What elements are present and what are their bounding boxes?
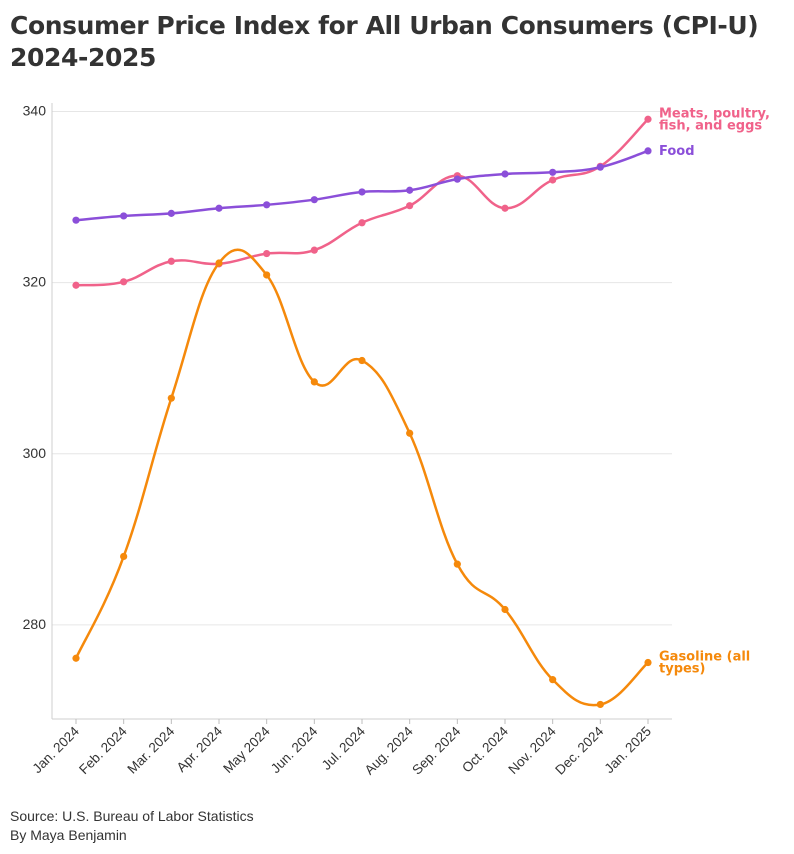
data-point-gasoline-all-types — [215, 259, 223, 267]
y-axis: 280 300 320 340 — [23, 103, 53, 719]
data-point-gasoline-all-types — [596, 700, 604, 709]
data-point-food — [358, 188, 366, 196]
data-point-meats-poultry-fish-and-eggs — [501, 204, 509, 212]
series-label-gasoline-all-types: Gasoline (all types) — [659, 650, 750, 677]
x-tick-label: Jul. 2024 — [319, 723, 369, 773]
series-labels: Meats, poultry, fish, and eggs Food Gasolin… — [659, 106, 770, 676]
x-tick-label: Nov. 2024 — [505, 723, 559, 777]
x-tick-label: Sep. 2024 — [409, 723, 463, 777]
data-point-meats-poultry-fish-and-eggs — [644, 115, 652, 123]
series-line-gasoline-all-types — [74, 248, 650, 707]
data-point-gasoline-all-types — [72, 654, 80, 662]
data-point-food — [596, 163, 604, 171]
y-tick-label: 280 — [23, 616, 47, 632]
x-tick-label: Aug. 2024 — [362, 723, 416, 777]
chart-title-line-1: Consumer Price Index for All Urban Consu… — [10, 11, 759, 40]
data-point-gasoline-all-types — [167, 394, 175, 402]
series-label-meats-poultry-fish-and-eggs: Meats, poultry, fish, and eggs — [659, 106, 770, 133]
x-tick-label: Feb. 2024 — [76, 723, 130, 777]
data-point-gasoline-all-types — [501, 605, 509, 614]
series-line-meats-poultry-fish-and-eggs — [74, 118, 650, 287]
x-tick-label: Mar. 2024 — [124, 723, 177, 776]
x-tick-label: Apr. 2024 — [174, 723, 226, 775]
x-tick-label: May 2024 — [220, 723, 273, 776]
data-point-meats-poultry-fish-and-eggs — [406, 202, 414, 210]
data-point-food — [406, 186, 414, 194]
data-point-meats-poultry-fish-and-eggs — [263, 249, 271, 258]
data-point-food — [120, 212, 128, 220]
series-label-line: Meats, poultry, — [659, 106, 770, 121]
data-point-food — [453, 175, 461, 183]
data-point-food — [263, 201, 271, 209]
data-point-food — [644, 147, 652, 155]
series-label-line: types) — [659, 662, 706, 677]
series-line-food — [74, 149, 650, 222]
series-group — [72, 115, 652, 709]
x-tick-label: Jun. 2024 — [268, 723, 321, 776]
series-label-food: Food — [659, 144, 695, 159]
data-point-gasoline-all-types — [644, 658, 652, 667]
y-tick-label: 340 — [23, 103, 47, 119]
series-gasoline-all-types — [72, 248, 652, 709]
y-tick-label: 320 — [23, 274, 47, 290]
data-point-food — [310, 196, 318, 204]
gridlines — [52, 111, 672, 626]
data-point-meats-poultry-fish-and-eggs — [72, 281, 80, 289]
data-point-food — [549, 168, 557, 176]
series-meats-poultry-fish-and-eggs — [72, 115, 652, 289]
source-note: Source: U.S. Bureau of Labor Statistics — [10, 808, 254, 824]
data-point-gasoline-all-types — [358, 356, 366, 365]
x-tick-label: Dec. 2024 — [552, 723, 606, 777]
data-point-meats-poultry-fish-and-eggs — [120, 278, 128, 286]
data-point-gasoline-all-types — [453, 560, 461, 568]
data-point-gasoline-all-types — [310, 378, 318, 386]
data-point-meats-poultry-fish-and-eggs — [167, 257, 175, 265]
x-tick-label: Jan. 2025 — [602, 724, 655, 777]
series-food — [72, 147, 652, 224]
y-tick-label: 300 — [23, 445, 47, 461]
chart-title-line-2: 2024-2025 — [10, 43, 156, 72]
data-point-meats-poultry-fish-and-eggs — [358, 219, 366, 227]
data-point-food — [501, 170, 509, 178]
series-label-line: Food — [659, 144, 695, 159]
data-point-food — [167, 209, 175, 217]
data-point-gasoline-all-types — [549, 676, 557, 684]
data-point-gasoline-all-types — [263, 271, 271, 279]
data-point-food — [72, 216, 80, 224]
chart-title: Consumer Price Index for All Urban Consu… — [10, 10, 780, 74]
series-label-line: fish, and eggs — [659, 118, 762, 133]
data-point-gasoline-all-types — [406, 429, 414, 437]
data-point-meats-poultry-fish-and-eggs — [549, 176, 557, 184]
data-point-gasoline-all-types — [120, 552, 128, 561]
footer: Source: U.S. Bureau of Labor Statistics … — [10, 807, 254, 845]
series-label-line: Gasoline (all — [659, 650, 750, 665]
x-tick-label: Oct. 2024 — [459, 723, 511, 775]
data-point-food — [215, 204, 223, 212]
data-point-meats-poultry-fish-and-eggs — [310, 246, 318, 254]
byline: By Maya Benjamin — [10, 827, 127, 843]
x-tick-label: Jan. 2024 — [30, 723, 83, 776]
